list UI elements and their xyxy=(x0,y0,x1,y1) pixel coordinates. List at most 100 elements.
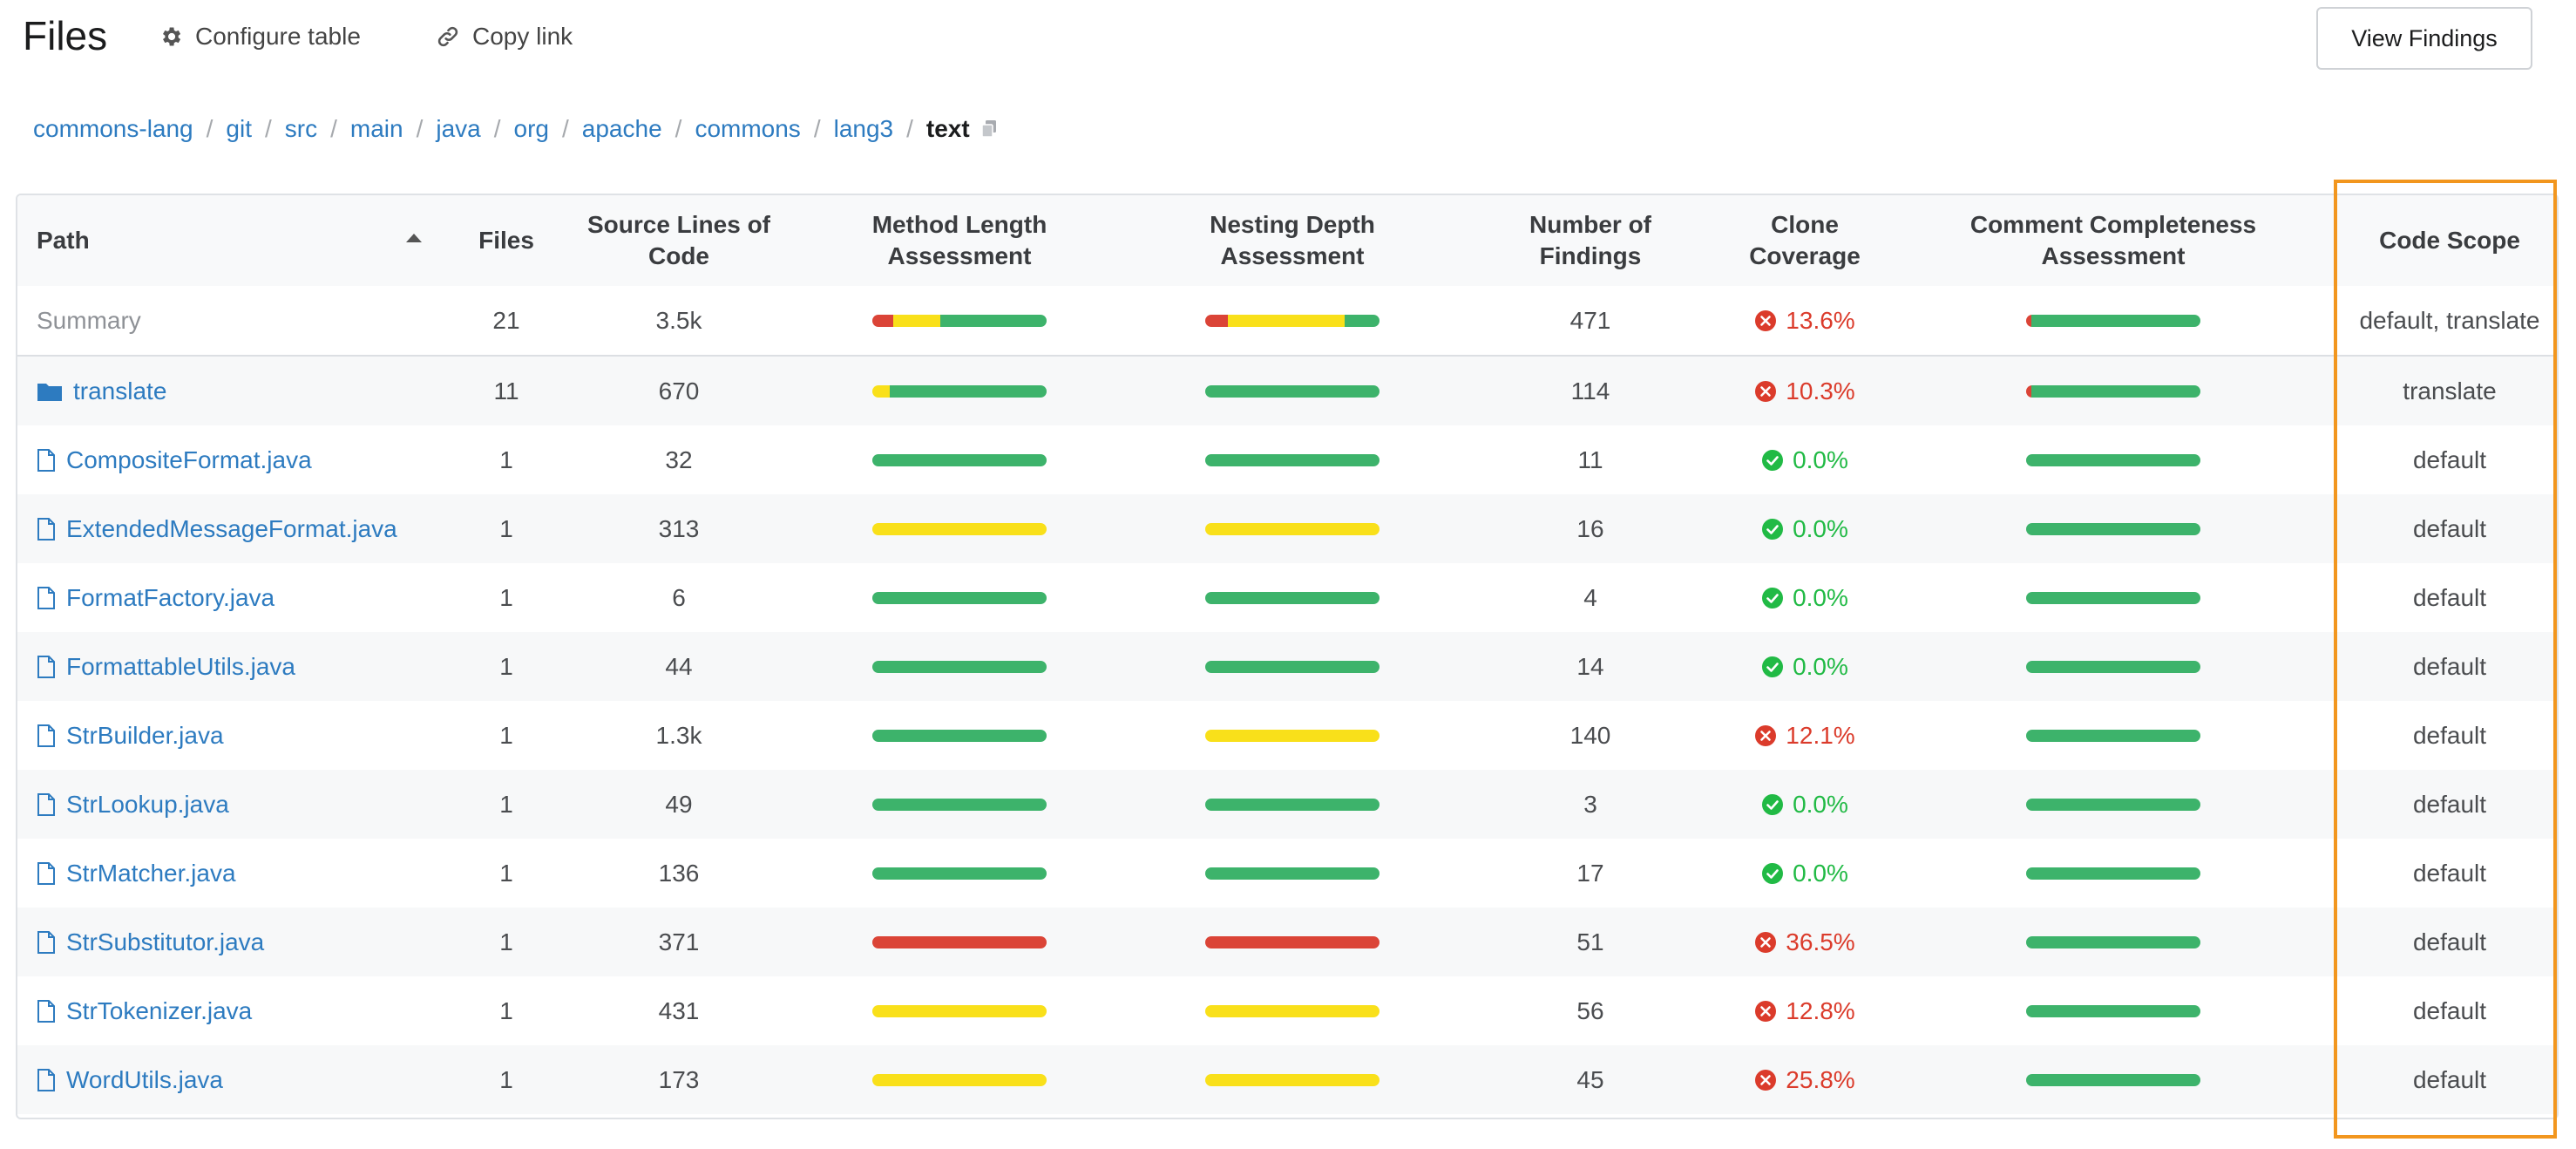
table-row[interactable]: StrBuilder.java 1 1.3k 140 12.1% default xyxy=(17,701,2557,770)
path-link[interactable]: FormatFactory.java xyxy=(66,583,275,611)
breadcrumb-item[interactable]: commons-lang xyxy=(33,115,193,142)
files-count: 1 xyxy=(499,928,513,955)
files-count: 1 xyxy=(499,514,513,542)
code-scope: default xyxy=(2412,859,2487,887)
breadcrumb-separator: / xyxy=(562,115,569,142)
column-header-nesting-depth[interactable]: Nesting Depth Assessment xyxy=(1210,211,1375,269)
findings-count: 17 xyxy=(1576,859,1604,887)
configure-table-button[interactable]: Configure table xyxy=(159,23,361,51)
clone-coverage: 0.0% xyxy=(1761,860,1848,887)
table-row[interactable]: translate 11 670 114 10.3% translate xyxy=(17,357,2557,425)
column-header-method-length[interactable]: Method Length Assessment xyxy=(871,211,1047,269)
column-header-comment-completeness[interactable]: Comment Completeness Assessment xyxy=(1969,211,2257,269)
column-header-path[interactable]: Path xyxy=(17,195,448,286)
table-row[interactable]: StrSubstitutor.java 1 371 51 36.5% default xyxy=(17,908,2557,976)
breadcrumb-item[interactable]: lang3 xyxy=(833,115,894,142)
clone-coverage: 0.0% xyxy=(1761,515,1848,543)
file-icon xyxy=(37,586,55,609)
table-row[interactable]: CompositeFormat.java 1 32 11 0.0% default xyxy=(17,425,2557,494)
column-header-code-scope[interactable]: Code Scope xyxy=(2379,227,2520,254)
breadcrumb-item[interactable]: java xyxy=(436,115,481,142)
method-length-bar xyxy=(872,867,1047,880)
sloc-value: 431 xyxy=(658,996,700,1024)
clone-coverage: 36.5% xyxy=(1754,928,1855,956)
path-link[interactable]: StrTokenizer.java xyxy=(66,996,253,1024)
path-link[interactable]: StrBuilder.java xyxy=(66,721,224,749)
configure-table-label: Configure table xyxy=(195,23,361,50)
page-title: Files xyxy=(23,13,108,58)
findings-count: 51 xyxy=(1576,928,1604,955)
path-link[interactable]: translate xyxy=(73,377,167,405)
sloc-value: 32 xyxy=(665,445,693,473)
method-length-bar xyxy=(872,591,1047,604)
error-circle-icon xyxy=(1755,724,1777,746)
sloc-value: 44 xyxy=(665,652,693,680)
clone-coverage: 10.3% xyxy=(1754,377,1855,405)
breadcrumb-item[interactable]: src xyxy=(284,115,318,142)
breadcrumb: commons-lang / git / src / main / java / org / apach… xyxy=(33,115,998,143)
nesting-depth-bar xyxy=(1205,1004,1380,1017)
error-circle-icon xyxy=(1755,1000,1777,1022)
findings-count: 11 xyxy=(1577,445,1603,473)
path-link[interactable]: StrLookup.java xyxy=(66,790,229,818)
table-row[interactable]: FormatFactory.java 1 6 4 0.0% default xyxy=(17,563,2557,632)
method-length-bar xyxy=(872,1073,1047,1086)
column-header-sloc[interactable]: Source Lines of Code xyxy=(586,211,771,269)
nesting-depth-bar xyxy=(1205,314,1380,327)
error-circle-icon xyxy=(1755,931,1777,953)
breadcrumb-item[interactable]: git xyxy=(226,115,252,142)
table-row[interactable]: StrTokenizer.java 1 431 56 12.8% default xyxy=(17,976,2557,1045)
findings-count: 140 xyxy=(1569,721,1611,749)
column-header-findings[interactable]: Number of Findings xyxy=(1529,211,1651,269)
path-link[interactable]: ExtendedMessageFormat.java xyxy=(66,514,397,542)
code-scope: default xyxy=(2412,996,2487,1024)
path-link[interactable]: FormattableUtils.java xyxy=(66,652,295,680)
comment-completeness-bar xyxy=(2026,798,2200,811)
table-row[interactable]: FormattableUtils.java 1 44 14 0.0% default xyxy=(17,632,2557,701)
comment-completeness-bar xyxy=(2026,1073,2200,1086)
code-scope: translate xyxy=(2403,377,2497,405)
file-icon xyxy=(37,517,55,541)
table-row[interactable]: StrLookup.java 1 49 3 0.0% default xyxy=(17,770,2557,839)
files-count: 1 xyxy=(499,1065,513,1093)
column-header-files[interactable]: Files xyxy=(478,227,534,254)
table-header: Path Files Source Lines of Code Method L… xyxy=(17,195,2557,288)
breadcrumb-item[interactable]: main xyxy=(349,115,403,142)
copy-icon[interactable] xyxy=(980,119,998,139)
summary-row: Summary 21 3.5k 471 13.6% default, translate xyxy=(17,286,2557,357)
method-length-bar xyxy=(872,453,1047,466)
code-scope: default xyxy=(2412,928,2487,955)
link-icon xyxy=(437,26,458,47)
sloc-value: 173 xyxy=(658,1065,700,1093)
path-link[interactable]: CompositeFormat.java xyxy=(66,445,312,473)
comment-completeness-bar xyxy=(2026,660,2200,673)
sloc-value: 313 xyxy=(658,514,700,542)
code-scope: default xyxy=(2412,514,2487,542)
method-length-bar xyxy=(872,729,1047,742)
column-header-clone-coverage[interactable]: Clone Coverage xyxy=(1749,211,1861,269)
breadcrumb-item[interactable]: apache xyxy=(581,115,662,142)
folder-icon xyxy=(37,383,62,401)
table-row[interactable]: StrMatcher.java 1 136 17 0.0% default xyxy=(17,839,2557,908)
breadcrumb-item[interactable]: org xyxy=(513,115,549,142)
sloc-value: 6 xyxy=(672,583,686,611)
file-icon xyxy=(37,1068,55,1091)
nesting-depth-bar xyxy=(1205,798,1380,811)
copy-link-button[interactable]: Copy link xyxy=(436,23,573,51)
table-row[interactable]: ExtendedMessageFormat.java 1 313 16 0.0% defa… xyxy=(17,494,2557,563)
findings-count: 16 xyxy=(1576,514,1604,542)
breadcrumb-item[interactable]: commons xyxy=(695,115,801,142)
findings-count: 14 xyxy=(1576,652,1604,680)
nesting-depth-bar xyxy=(1205,591,1380,604)
path-link[interactable]: StrSubstitutor.java xyxy=(66,928,265,955)
copy-link-label: Copy link xyxy=(472,23,573,50)
breadcrumb-separator: / xyxy=(493,115,501,142)
view-findings-button[interactable]: View Findings xyxy=(2316,7,2532,70)
file-icon xyxy=(37,655,55,678)
path-link[interactable]: WordUtils.java xyxy=(66,1065,223,1093)
breadcrumb-current: text xyxy=(925,115,970,142)
table-row[interactable]: WordUtils.java 1 173 45 25.8% default xyxy=(17,1045,2557,1114)
comment-completeness-bar xyxy=(2026,729,2200,742)
breadcrumb-separator: / xyxy=(265,115,272,142)
path-link[interactable]: StrMatcher.java xyxy=(66,859,236,887)
